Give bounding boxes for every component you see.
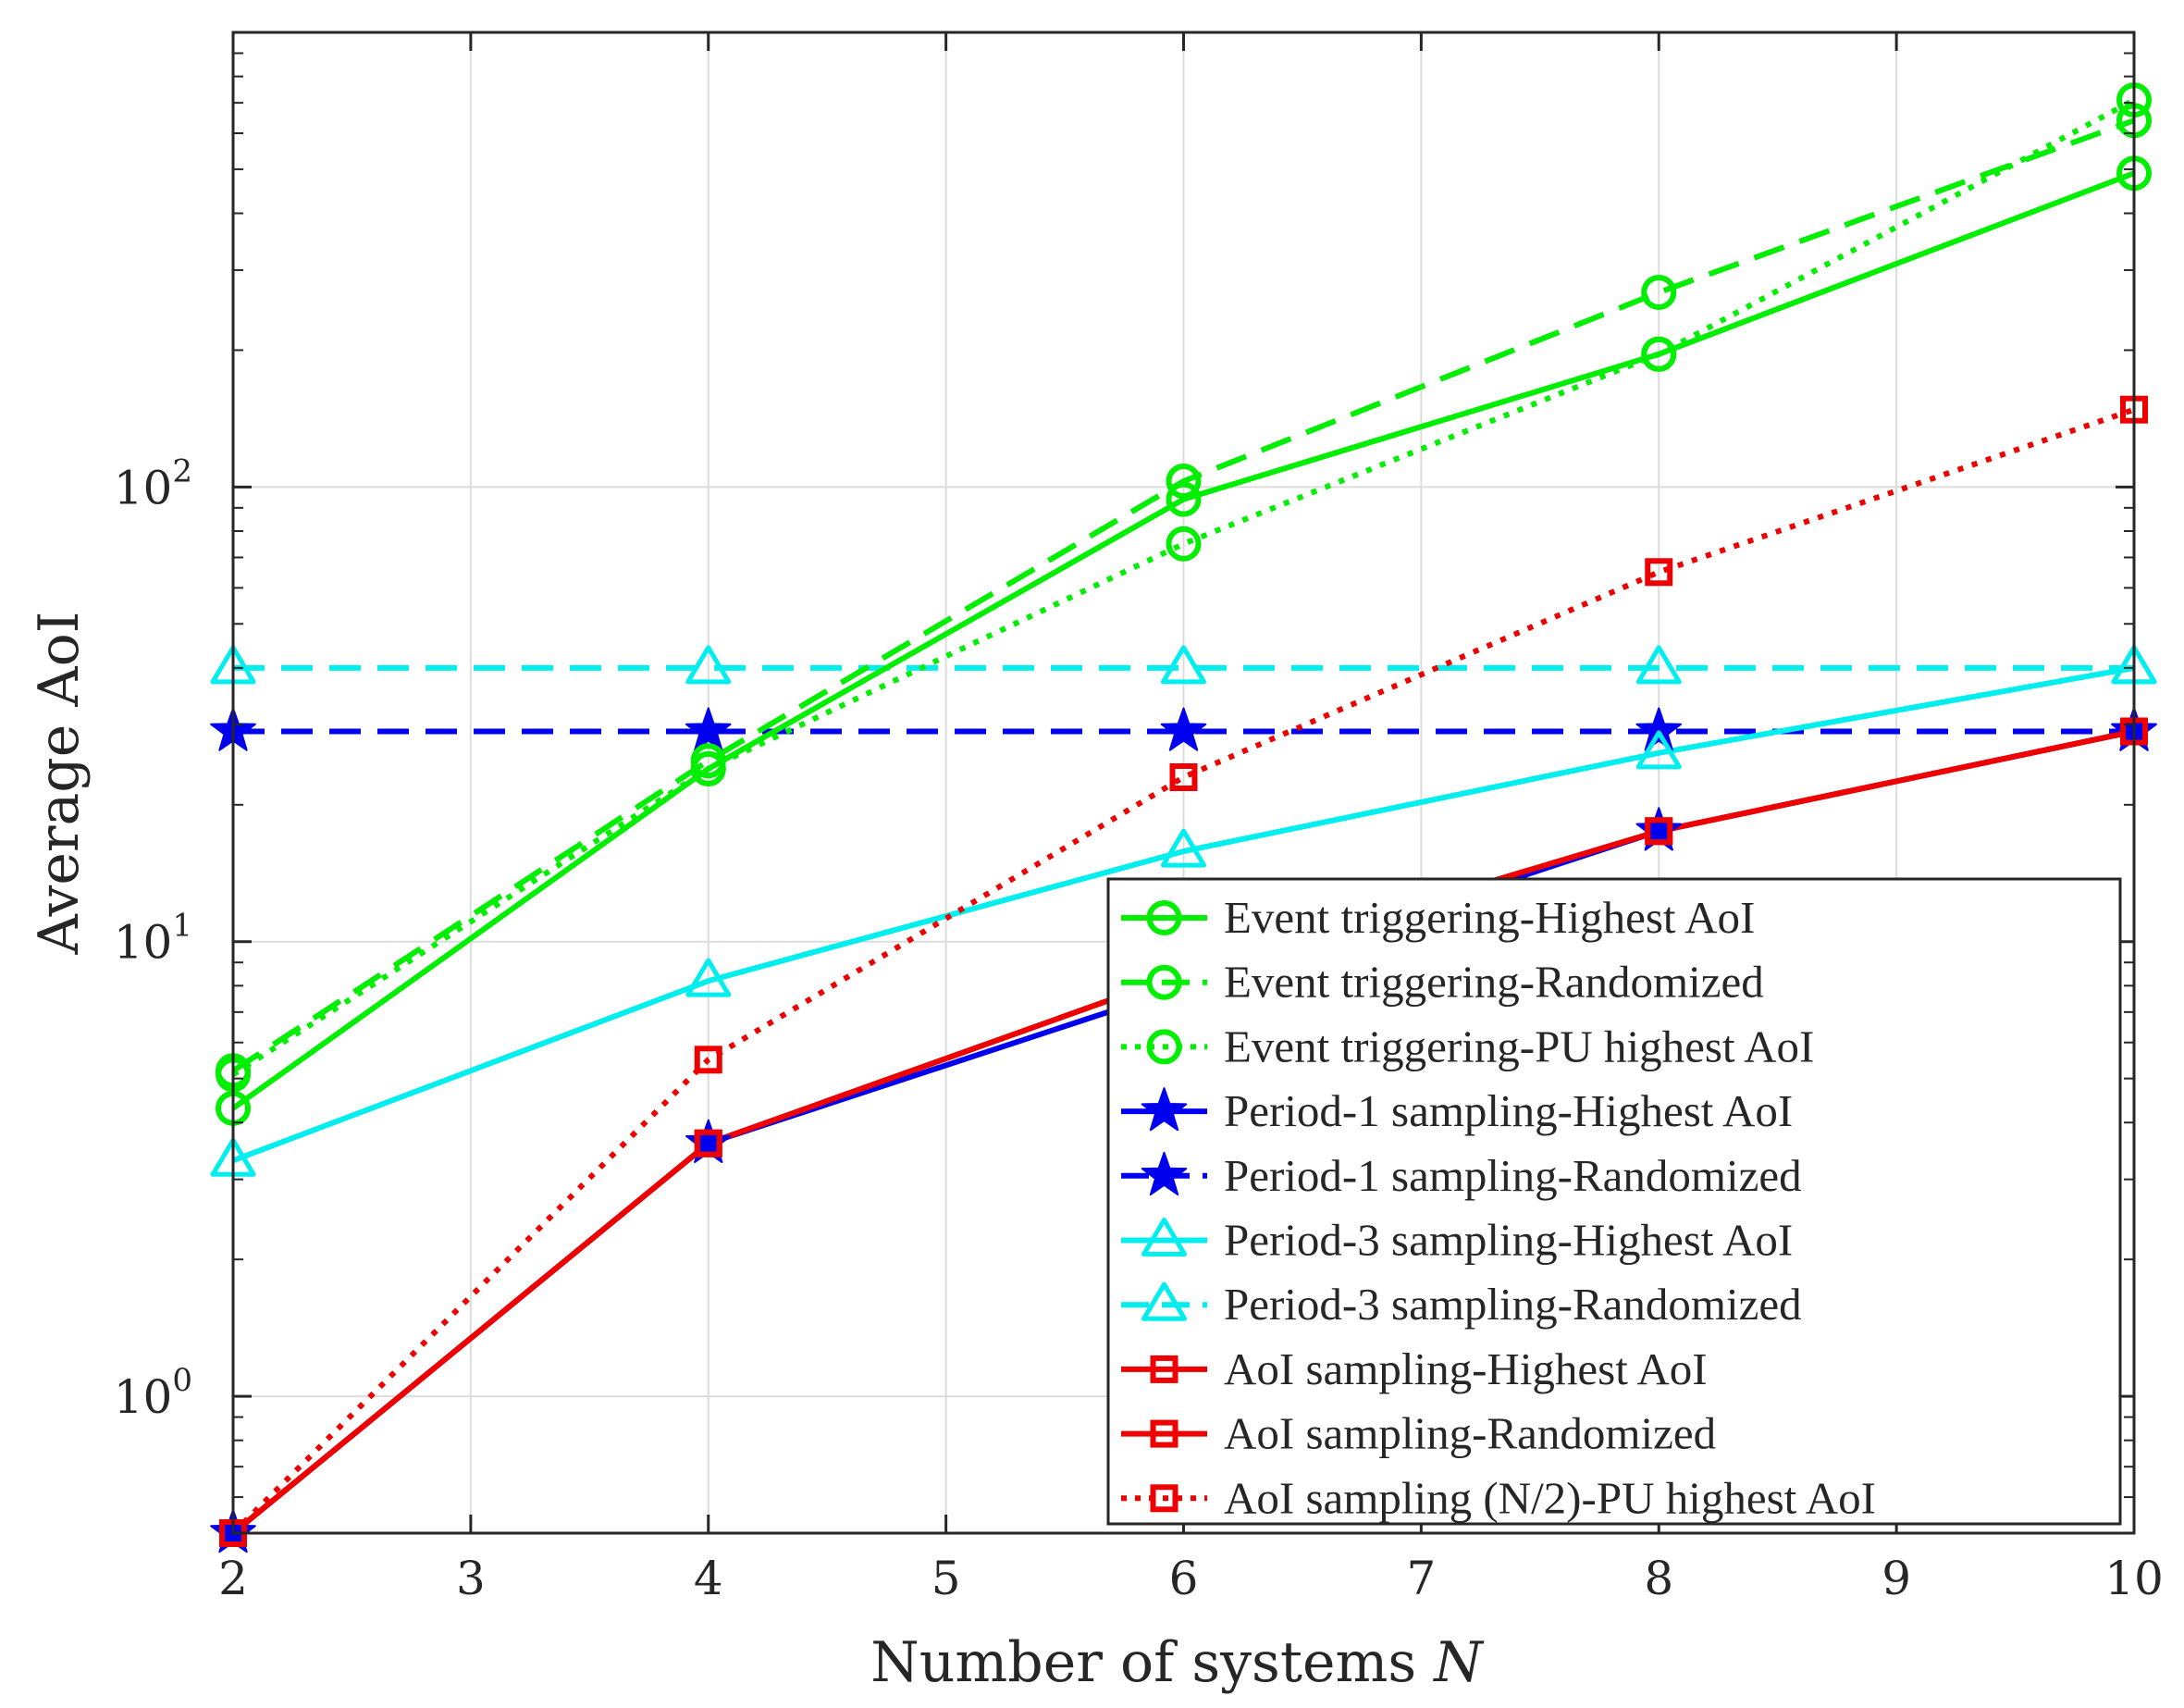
x-tick-label: 10	[2104, 1552, 2164, 1605]
y-tick-label: 102	[114, 452, 192, 514]
data-point-marker	[1635, 730, 1682, 770]
data-point-marker	[685, 645, 732, 685]
legend-marker	[1141, 1218, 1187, 1256]
legend-marker	[1141, 1087, 1188, 1132]
data-point-marker	[694, 1129, 722, 1157]
legend-marker	[1146, 964, 1182, 1000]
legend-marker	[1141, 1281, 1187, 1321]
legend-label: AoI sampling (N/2)-PU highest AoI	[1224, 1472, 1876, 1523]
legend-marker	[1150, 1355, 1178, 1383]
legend-marker	[1146, 1029, 1182, 1065]
legend-marker	[1150, 1484, 1178, 1513]
legend-label: Period-1 sampling-Highest AoI	[1224, 1085, 1793, 1136]
x-tick-label: 7	[1406, 1552, 1436, 1605]
legend-label: AoI sampling-Highest AoI	[1224, 1343, 1708, 1394]
data-point-marker	[1160, 707, 1207, 751]
legend: Event triggering-Highest AoI Event trigge…	[1106, 877, 2122, 1526]
x-tick-label: 8	[1644, 1552, 1673, 1605]
data-point-marker	[1635, 645, 1682, 685]
data-point-marker	[1645, 817, 1673, 846]
series-line	[233, 170, 2134, 1111]
legend-box	[1106, 877, 2122, 1526]
data-point-marker	[1161, 828, 1206, 868]
y-tick-labels: 100 101 102	[114, 452, 192, 1424]
data-point-marker	[1166, 464, 1202, 500]
data-point-marker	[1169, 762, 1198, 791]
x-tick-label: 9	[1882, 1552, 1911, 1605]
legend-label: Period-3 sampling-Highest AoI	[1224, 1215, 1793, 1266]
data-point-marker	[694, 1046, 722, 1074]
data-point-marker	[1645, 558, 1673, 587]
series-line	[233, 406, 2134, 1533]
x-tick-label: 4	[694, 1552, 723, 1605]
series-line	[233, 118, 2134, 1073]
x-tick-label: 2	[218, 1552, 248, 1605]
y-tick-label: 100	[114, 1362, 192, 1424]
x-tick-labels: 2 3 4 5 6 7 8 9 10	[218, 1552, 2164, 1605]
y-tick-label: 101	[114, 908, 192, 970]
data-point-marker	[1635, 707, 1682, 751]
axis-ticks	[231, 32, 2136, 1534]
x-axis-label-text: Number of systems	[870, 1630, 1416, 1695]
x-axis-label: Number of systems N	[870, 1630, 1485, 1695]
legend-label: AoI sampling-Randomized	[1224, 1408, 1716, 1459]
x-axis-label-variable: N	[1432, 1630, 1485, 1695]
legend-label: Event triggering-PU highest AoI	[1224, 1021, 1814, 1071]
legend-label: Period-3 sampling-Randomized	[1224, 1279, 1802, 1330]
legend-marker	[1141, 1151, 1188, 1195]
data-point-marker	[1641, 336, 1677, 372]
x-tick-label: 6	[1169, 1552, 1199, 1605]
legend-label: Period-1 sampling-Randomized	[1224, 1150, 1802, 1201]
x-tick-label: 5	[932, 1552, 961, 1605]
data-point-marker	[1166, 526, 1202, 562]
legend-label: Event triggering-Highest AoI	[1224, 892, 1755, 943]
data-point-marker	[1166, 481, 1202, 517]
y-axis-label: Average AoI	[27, 612, 92, 956]
legend-marker	[1150, 1419, 1178, 1448]
x-tick-label: 3	[456, 1552, 486, 1605]
data-point-marker	[1161, 645, 1206, 685]
legend-label: Event triggering-Randomized	[1224, 957, 1764, 1008]
data-point-marker	[1641, 274, 1677, 310]
series-line	[233, 664, 2134, 1164]
legend-marker	[1146, 900, 1182, 935]
data-point-marker	[685, 707, 732, 751]
data-point-marker	[690, 750, 726, 786]
data-point-marker	[685, 958, 732, 997]
